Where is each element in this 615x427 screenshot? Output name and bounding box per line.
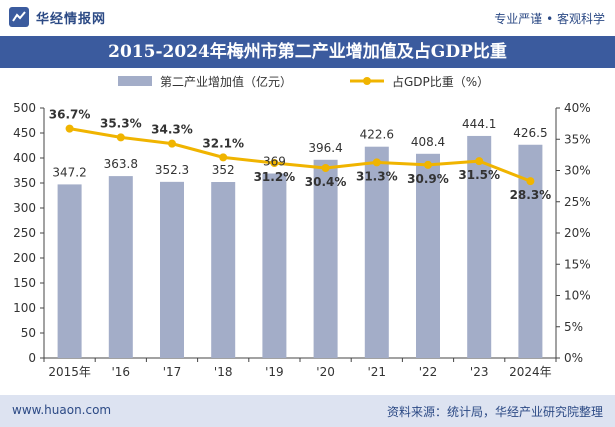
- x-tick-label: '17: [163, 365, 182, 379]
- x-tick-label: '23: [470, 365, 489, 379]
- line-point: [65, 124, 74, 133]
- chart: 第二产业增加值（亿元） 占GDP比重（%） 0 50 100 150 200 250 300 3…: [13, 74, 591, 379]
- bar: [313, 159, 338, 358]
- title-bar: 2015-2024年梅州市第二产业增加值及占GDP比重: [0, 36, 615, 68]
- axes: 0 50 100 150 200 250 300 350 400 450 500 0% 5% 10% 15%…: [13, 101, 591, 379]
- bar-value-label: 352.3: [155, 163, 189, 177]
- line-point: [475, 157, 484, 166]
- bar: [160, 181, 184, 358]
- y-left-tick-label: 350: [13, 176, 36, 190]
- legend-label-bar: 第二产业增加值（亿元）: [160, 74, 292, 89]
- line-point: [372, 158, 381, 167]
- line-value-label: 32.1%: [202, 136, 244, 150]
- bar: [262, 173, 287, 358]
- bar-value-label: 363.8: [104, 157, 138, 171]
- bar-value-label: 369: [263, 155, 286, 169]
- line-value-label: 31.3%: [356, 169, 398, 183]
- line-value-label: 28.3%: [510, 188, 552, 202]
- line-point: [168, 139, 176, 148]
- line-value-label: 30.9%: [407, 172, 449, 186]
- legend: 第二产业增加值（亿元） 占GDP比重（%）: [118, 74, 489, 89]
- line-series: [65, 124, 535, 186]
- y-right-tick-label: 15%: [564, 257, 591, 271]
- bar: [57, 184, 82, 358]
- footer-url[interactable]: www.huaon.com: [12, 403, 112, 417]
- bar-value-label: 444.1: [462, 117, 496, 131]
- line-value-label: 30.4%: [305, 175, 347, 189]
- y-right-tick-label: 25%: [564, 195, 591, 209]
- x-tick-label: 2015年: [48, 365, 91, 379]
- bar-value-label: 347.2: [52, 165, 86, 179]
- y-left-tick-label: 50: [21, 326, 36, 340]
- line-path: [69, 127, 531, 183]
- x-tick-label: '19: [265, 365, 284, 379]
- tagline: 专业严谨 • 客观科学: [494, 12, 605, 26]
- bar: [467, 135, 492, 358]
- y-left-tick-label: 500: [13, 101, 36, 115]
- brand-name: 华经情报网: [36, 11, 107, 27]
- line-value-label: 35.3%: [100, 116, 142, 130]
- line-point: [270, 159, 279, 167]
- y-right-tick-label: 20%: [564, 226, 591, 240]
- chart-title: 2015-2024年梅州市第二产业增加值及占GDP比重: [108, 42, 507, 62]
- footer-source: 资料来源：统计局，华经产业研究院整理: [386, 405, 603, 419]
- y-left-tick-label: 250: [13, 226, 36, 240]
- line-value-label: 34.3%: [151, 123, 193, 137]
- bar: [108, 176, 133, 358]
- line-value-label: 36.7%: [49, 108, 91, 122]
- x-tick-label: '20: [316, 365, 335, 379]
- bar-value-label: 396.4: [308, 141, 342, 155]
- bar-value-label: 422.6: [360, 128, 394, 142]
- y-right-tick-label: 40%: [564, 101, 591, 115]
- y-left-tick-label: 200: [13, 251, 36, 265]
- y-left-tick-label: 300: [13, 201, 36, 215]
- legend-marker-line: [363, 77, 371, 85]
- y-left-tick-label: 100: [13, 301, 36, 315]
- y-right-tick-label: 5%: [564, 320, 583, 334]
- top-bar: 华经情报网 专业严谨 • 客观科学: [0, 0, 615, 36]
- brand-logo[interactable]: 华经情报网: [8, 6, 106, 28]
- bar-value-label: 426.5: [513, 126, 547, 140]
- legend-label-line: 占GDP比重（%）: [392, 74, 489, 89]
- y-left-tick-label: 400: [13, 151, 36, 165]
- x-tick-label: '18: [214, 365, 233, 379]
- line-point: [116, 133, 125, 142]
- line-point: [424, 160, 432, 169]
- bar-value-label: 352: [212, 163, 235, 177]
- bar: [416, 153, 440, 358]
- logo-icon: [9, 7, 29, 27]
- line-point: [219, 153, 228, 162]
- footer: www.huaon.com 资料来源：统计局，华经产业研究院整理: [0, 395, 615, 427]
- y-right-tick-label: 10%: [564, 289, 591, 303]
- x-tick-label: '16: [112, 365, 131, 379]
- line-value-label: 31.5%: [458, 168, 500, 182]
- bar: [211, 182, 236, 358]
- y-right-tick-label: 0%: [564, 351, 583, 365]
- x-tick-label: 2024年: [509, 365, 552, 379]
- legend-swatch-bar: [118, 76, 152, 86]
- y-left-tick-label: 150: [13, 276, 36, 290]
- bars: [57, 135, 543, 358]
- y-right-tick-label: 35%: [564, 132, 591, 146]
- x-tick-label: '21: [368, 365, 387, 379]
- y-left-tick-label: 450: [13, 126, 36, 140]
- y-left-tick-label: 0: [28, 351, 36, 365]
- line-value-label: 31.2%: [254, 170, 296, 184]
- bar: [364, 146, 389, 358]
- x-tick-label: '22: [419, 365, 438, 379]
- line-point: [321, 164, 330, 172]
- bar-value-label: 408.4: [411, 135, 445, 149]
- line-point: [526, 177, 535, 186]
- y-right-tick-label: 30%: [564, 164, 591, 178]
- data-labels: 347.2 363.8 352.3 352 369 396.4 422.6 408.4 444.…: [49, 108, 551, 203]
